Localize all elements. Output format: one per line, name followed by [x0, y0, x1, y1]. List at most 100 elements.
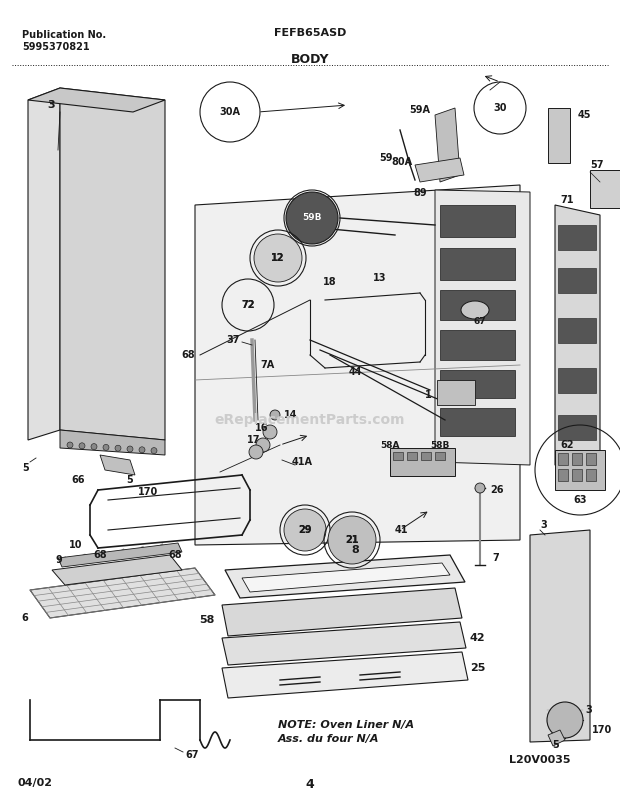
Text: 58A: 58A [380, 441, 400, 449]
Text: 58: 58 [200, 615, 215, 625]
Polygon shape [52, 555, 182, 585]
Text: Ass. du four N/A: Ass. du four N/A [278, 734, 379, 744]
Circle shape [284, 509, 326, 551]
Text: 59B: 59B [303, 214, 322, 222]
Text: 29: 29 [298, 525, 312, 535]
Circle shape [127, 446, 133, 452]
Text: 25: 25 [470, 663, 485, 673]
Polygon shape [60, 430, 165, 455]
Text: 68: 68 [182, 350, 195, 360]
Bar [558, 368, 596, 393]
Polygon shape [28, 88, 165, 112]
Polygon shape [100, 455, 135, 475]
Text: 80A: 80A [391, 157, 412, 167]
Polygon shape [60, 88, 165, 440]
Text: 4: 4 [306, 778, 314, 791]
Bar [558, 469, 568, 481]
Bar [572, 469, 582, 481]
Text: 68: 68 [93, 550, 107, 560]
Circle shape [256, 438, 270, 452]
Text: 59A: 59A [409, 105, 430, 115]
Text: 3: 3 [585, 705, 591, 715]
Bar [440, 370, 515, 398]
Text: 7A: 7A [260, 360, 274, 370]
Circle shape [79, 443, 85, 449]
Circle shape [263, 425, 277, 439]
Polygon shape [222, 622, 466, 665]
Text: 1: 1 [425, 390, 432, 400]
Circle shape [475, 483, 485, 493]
Circle shape [328, 516, 376, 564]
Text: 12: 12 [272, 253, 285, 263]
Bar [572, 453, 582, 465]
Text: 59B: 59B [303, 214, 322, 222]
Text: 63: 63 [574, 495, 587, 505]
Bar [558, 318, 596, 343]
Bar [586, 453, 596, 465]
Bar [440, 248, 515, 280]
Text: 8: 8 [351, 545, 359, 555]
Polygon shape [225, 555, 465, 598]
Bar [558, 268, 596, 293]
Text: 14: 14 [284, 410, 298, 420]
Text: 67: 67 [474, 318, 486, 326]
Text: 59: 59 [379, 153, 393, 163]
Polygon shape [222, 652, 468, 698]
Text: 17: 17 [247, 435, 260, 445]
Text: 16: 16 [254, 423, 268, 433]
Text: 6: 6 [21, 613, 28, 623]
Bar [407, 452, 417, 460]
Bar [440, 330, 515, 360]
Bar [435, 452, 445, 460]
Bar [440, 408, 515, 436]
Text: 30: 30 [494, 103, 507, 113]
Circle shape [115, 445, 121, 451]
Text: 72: 72 [241, 300, 255, 310]
Text: 66: 66 [71, 475, 85, 485]
Text: 12: 12 [272, 253, 285, 263]
Text: 62: 62 [560, 440, 574, 450]
Text: 21: 21 [345, 535, 359, 545]
Polygon shape [222, 588, 462, 636]
Polygon shape [555, 205, 600, 475]
Circle shape [249, 445, 263, 459]
Polygon shape [415, 158, 464, 182]
Polygon shape [242, 563, 450, 592]
Text: 41A: 41A [291, 457, 312, 467]
Bar [548, 108, 570, 163]
Bar [590, 170, 620, 208]
Bar [558, 453, 568, 465]
Text: 41: 41 [395, 525, 409, 535]
Polygon shape [195, 185, 520, 545]
Circle shape [67, 442, 73, 448]
Circle shape [286, 192, 338, 244]
Bar [393, 452, 403, 460]
Text: 58B: 58B [430, 441, 450, 449]
Text: 13: 13 [373, 273, 387, 283]
Text: 26: 26 [490, 485, 503, 495]
Circle shape [151, 448, 157, 453]
Text: 57: 57 [590, 160, 603, 170]
Circle shape [103, 445, 109, 450]
Text: 44: 44 [348, 367, 361, 377]
Text: 170: 170 [138, 487, 158, 497]
Circle shape [91, 444, 97, 449]
Text: 67: 67 [185, 750, 198, 760]
Circle shape [270, 410, 280, 420]
Bar [440, 290, 515, 320]
Text: 10: 10 [68, 540, 82, 550]
Text: 71: 71 [560, 195, 574, 205]
Text: 170: 170 [592, 725, 613, 735]
Bar [586, 469, 596, 481]
Polygon shape [28, 88, 60, 440]
Bar [437, 380, 475, 405]
Text: 5: 5 [22, 463, 29, 473]
Text: 5995370821: 5995370821 [22, 42, 90, 52]
Text: 7: 7 [492, 553, 498, 563]
Text: 37: 37 [226, 335, 240, 345]
Text: 9: 9 [55, 555, 62, 565]
Circle shape [139, 447, 145, 453]
Polygon shape [58, 543, 182, 567]
Bar [440, 205, 515, 237]
Text: 04/02: 04/02 [18, 778, 53, 788]
